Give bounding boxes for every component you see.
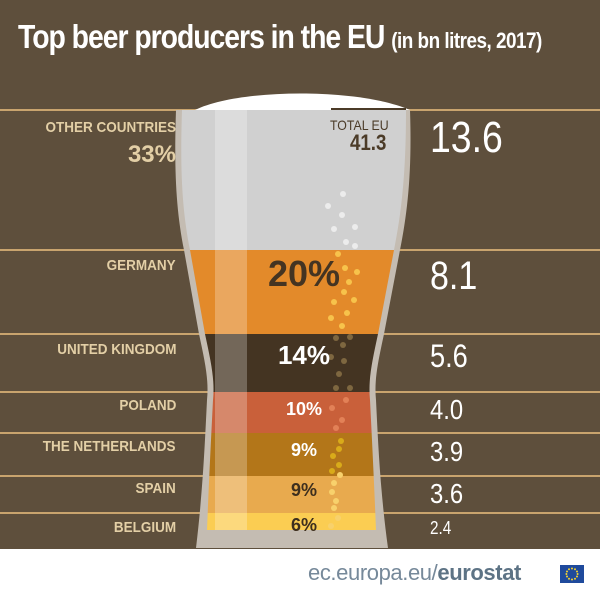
share-germany: 20% (267, 253, 341, 294)
source-link[interactable]: ec.europa.eu/eurostat (308, 560, 521, 586)
total-eu-value: 41.3 (350, 130, 387, 155)
title-main: Top beer producers in the EU (18, 18, 385, 55)
source-domain: ec.europa.eu/ (308, 560, 438, 585)
value-belgium: 2.4 (430, 518, 452, 538)
share-belgium: 6% (290, 515, 317, 535)
label-spain: SPAIN (135, 480, 176, 497)
value-united-kingdom: 5.6 (430, 338, 468, 374)
share-other-countries: 33% (127, 141, 176, 168)
total-eu-label: TOTAL EU (330, 117, 389, 133)
label-poland: POLAND (118, 397, 176, 414)
label-united-kingdom: UNITED KINGDOM (56, 341, 176, 358)
value-poland: 4.0 (430, 394, 464, 425)
share-spain: 9% (290, 480, 317, 500)
title-subtitle: (in bn litres, 2017) (391, 28, 542, 53)
share-netherlands: 9% (290, 440, 317, 460)
label-netherlands: THE NETHERLANDS (43, 438, 176, 455)
label-germany: GERMANY (106, 257, 176, 274)
chart-title: Top beer producers in the EU (in bn litr… (18, 18, 542, 56)
value-germany: 8.1 (430, 254, 478, 298)
share-poland: 10% (285, 399, 323, 419)
label-belgium: BELGIUM (113, 519, 176, 536)
source-brand: eurostat (437, 560, 521, 585)
value-spain: 3.6 (430, 478, 464, 509)
eu-flag-icon (560, 565, 584, 583)
label-other-countries: OTHER COUNTRIES (45, 119, 176, 136)
share-united-kingdom: 14% (277, 340, 331, 370)
value-netherlands: 3.9 (430, 436, 464, 467)
value-other-countries: 13.6 (430, 113, 503, 162)
